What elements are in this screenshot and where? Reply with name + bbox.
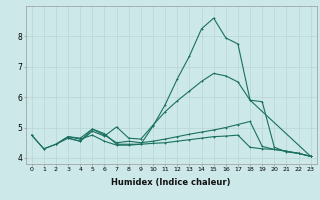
X-axis label: Humidex (Indice chaleur): Humidex (Indice chaleur): [111, 178, 231, 187]
